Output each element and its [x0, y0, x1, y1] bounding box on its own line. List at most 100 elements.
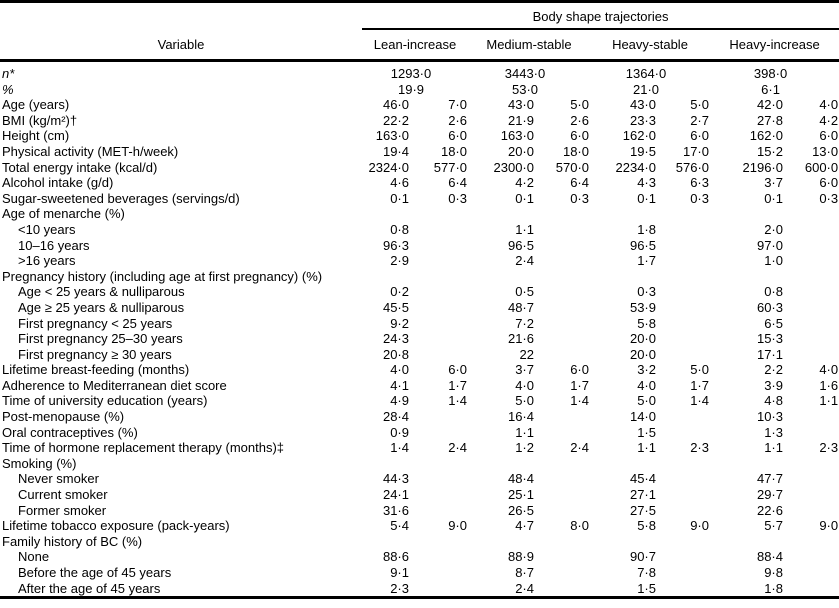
sd-value-cell: 5·0	[570, 97, 589, 113]
sd-value-cell: 2·3	[819, 440, 839, 456]
sd-value-cell: 6·4	[570, 175, 589, 191]
table-row: Oral contraceptives (%) 0·9 1·1 1·5 1·3	[0, 425, 839, 441]
row-label: <10 years	[18, 221, 76, 237]
sd-value-cell: 6·3	[690, 175, 709, 191]
sd-value-cell	[784, 549, 839, 565]
sd-value-cell: 600·0	[804, 159, 839, 175]
mean-value-cell: 4·7	[515, 518, 534, 534]
mean-value-cell: 163·0	[375, 128, 409, 144]
mean-value-cell: 4·3	[637, 175, 656, 191]
mean-value-cell: 3·9	[764, 377, 783, 393]
mean-value-cell: 19·5	[629, 143, 656, 159]
sd-value-cell	[657, 284, 710, 300]
mean-value-cell: 1·1	[515, 221, 534, 237]
mean-value-cell: 2·9	[390, 253, 409, 269]
sd-value-cell	[410, 549, 468, 565]
section-label: Pregnancy history (including age at firs…	[2, 268, 323, 284]
mean-value-cell: 10·3	[756, 409, 783, 425]
mean-value-cell: 53·9	[629, 299, 656, 315]
sd-value-cell: 8·0	[570, 518, 589, 534]
table-row: Never smoker 44·3 48·4 45·4 47·7	[0, 471, 839, 487]
sd-value-cell: 0·3	[690, 190, 709, 206]
column-header-medium-stable: Medium-stable	[468, 29, 590, 62]
mean-value-cell: 0·8	[390, 221, 409, 237]
sd-value-cell	[784, 331, 839, 347]
sd-value-cell: 0·3	[570, 190, 589, 206]
sd-value-cell	[657, 471, 710, 487]
sd-value-cell	[784, 503, 839, 519]
sd-value-cell: 2·4	[570, 440, 589, 456]
row-label: First pregnancy < 25 years	[18, 315, 173, 331]
sd-value-cell: 6·4	[448, 175, 467, 191]
section-label: Family history of BC (%)	[2, 533, 143, 549]
mean-value-cell: 1·0	[764, 253, 783, 269]
sd-value-cell	[657, 487, 710, 503]
sd-value-cell: 0·3	[448, 190, 467, 206]
sd-value-cell	[784, 581, 839, 598]
mean-value-cell: 0·1	[515, 190, 534, 206]
table-row: Age ≥ 25 years & nulliparous 45·5 48·7 53·9…	[0, 300, 839, 316]
table-header: Body shape trajectories Variable Lean-in…	[0, 1, 839, 62]
column-header-heavy-stable: Heavy-stable	[590, 29, 710, 62]
sd-value-cell	[410, 565, 468, 581]
sd-value-cell	[657, 581, 710, 598]
mean-value-cell: 27·1	[629, 487, 656, 503]
mean-value-cell: 5·8	[637, 315, 656, 331]
row-label: Age ≥ 25 years & nulliparous	[18, 299, 185, 315]
empty-values-cell	[362, 206, 839, 222]
empty-values-cell	[362, 456, 839, 472]
mean-value-cell: 44·3	[382, 471, 409, 487]
table-row: Age < 25 years & nulliparous 0·2 0·5 0·3 0·8	[0, 284, 839, 300]
section-label: Smoking (%)	[2, 455, 77, 471]
mean-value-cell: 24·1	[382, 487, 409, 503]
mean-value-cell: 0·3	[637, 284, 656, 300]
sd-value-cell: 577·0	[433, 159, 467, 175]
mean-value-cell: 46·0	[382, 97, 409, 113]
mean-value-cell: 0·8	[764, 284, 783, 300]
sd-value-cell	[657, 300, 710, 316]
mean-value-cell: 2324·0	[368, 159, 409, 175]
table-row: BMI (kg/m²)† 22·2 2·6 21·9 2·6 23·3 2·7 27·8 4·2	[0, 113, 839, 129]
mean-value-cell: 4·0	[515, 377, 534, 393]
sd-value-cell: 17·0	[682, 143, 709, 159]
row-label: Lifetime breast-feeding (months)	[2, 362, 190, 378]
mean-value-cell: 96·5	[507, 237, 534, 253]
sd-value-cell	[784, 425, 839, 441]
table-row: Physical activity (MET-h/week) 19·4 18·0 20…	[0, 144, 839, 160]
sd-value-cell: 9·0	[448, 518, 467, 534]
empty-values-cell	[362, 534, 839, 550]
table-row: Adherence to Mediterranean diet score 4·1…	[0, 378, 839, 394]
value-cell: 1293·0	[390, 66, 432, 81]
mean-value-cell: 21·6	[507, 331, 534, 347]
mean-value-cell: 163·0	[500, 128, 534, 144]
mean-value-cell: 0·5	[515, 284, 534, 300]
mean-value-cell: 4·0	[637, 377, 656, 393]
mean-value-cell: 4·8	[764, 393, 783, 409]
mean-value-cell: 5·4	[390, 518, 409, 534]
sd-value-cell	[784, 253, 839, 269]
sd-value-cell: 1·1	[819, 393, 839, 409]
sd-value-cell	[410, 316, 468, 332]
sd-value-cell	[784, 300, 839, 316]
mean-value-cell: 2300·0	[493, 159, 534, 175]
table-row: Post-menopause (%) 28·4 16·4 14·0 10·3	[0, 409, 839, 425]
sd-value-cell	[784, 347, 839, 363]
sd-value-cell: 18·0	[440, 143, 467, 159]
mean-value-cell: 47·7	[756, 471, 783, 487]
mean-value-cell: 7·8	[637, 565, 656, 580]
mean-value-cell: 2196·0	[742, 159, 783, 175]
mean-value-cell: 29·7	[756, 487, 783, 503]
value-cell: 19·9	[397, 81, 425, 97]
value-cell: 1364·0	[625, 66, 667, 81]
mean-value-cell: 60·3	[756, 299, 783, 315]
sd-value-cell	[535, 253, 590, 269]
mean-value-cell: 0·1	[764, 190, 783, 206]
mean-value-cell: 25·1	[507, 487, 534, 503]
mean-value-cell: 5·0	[637, 393, 656, 409]
mean-value-cell: 4·0	[390, 362, 409, 378]
mean-value-cell: 21·9	[507, 112, 534, 128]
sd-value-cell: 6·0	[819, 128, 839, 144]
row-label: Time of hormone replacement therapy (mon…	[2, 440, 285, 456]
mean-value-cell: 7·2	[515, 315, 534, 331]
table-row: Sugar-sweetened beverages (servings/d) 0·…	[0, 191, 839, 207]
